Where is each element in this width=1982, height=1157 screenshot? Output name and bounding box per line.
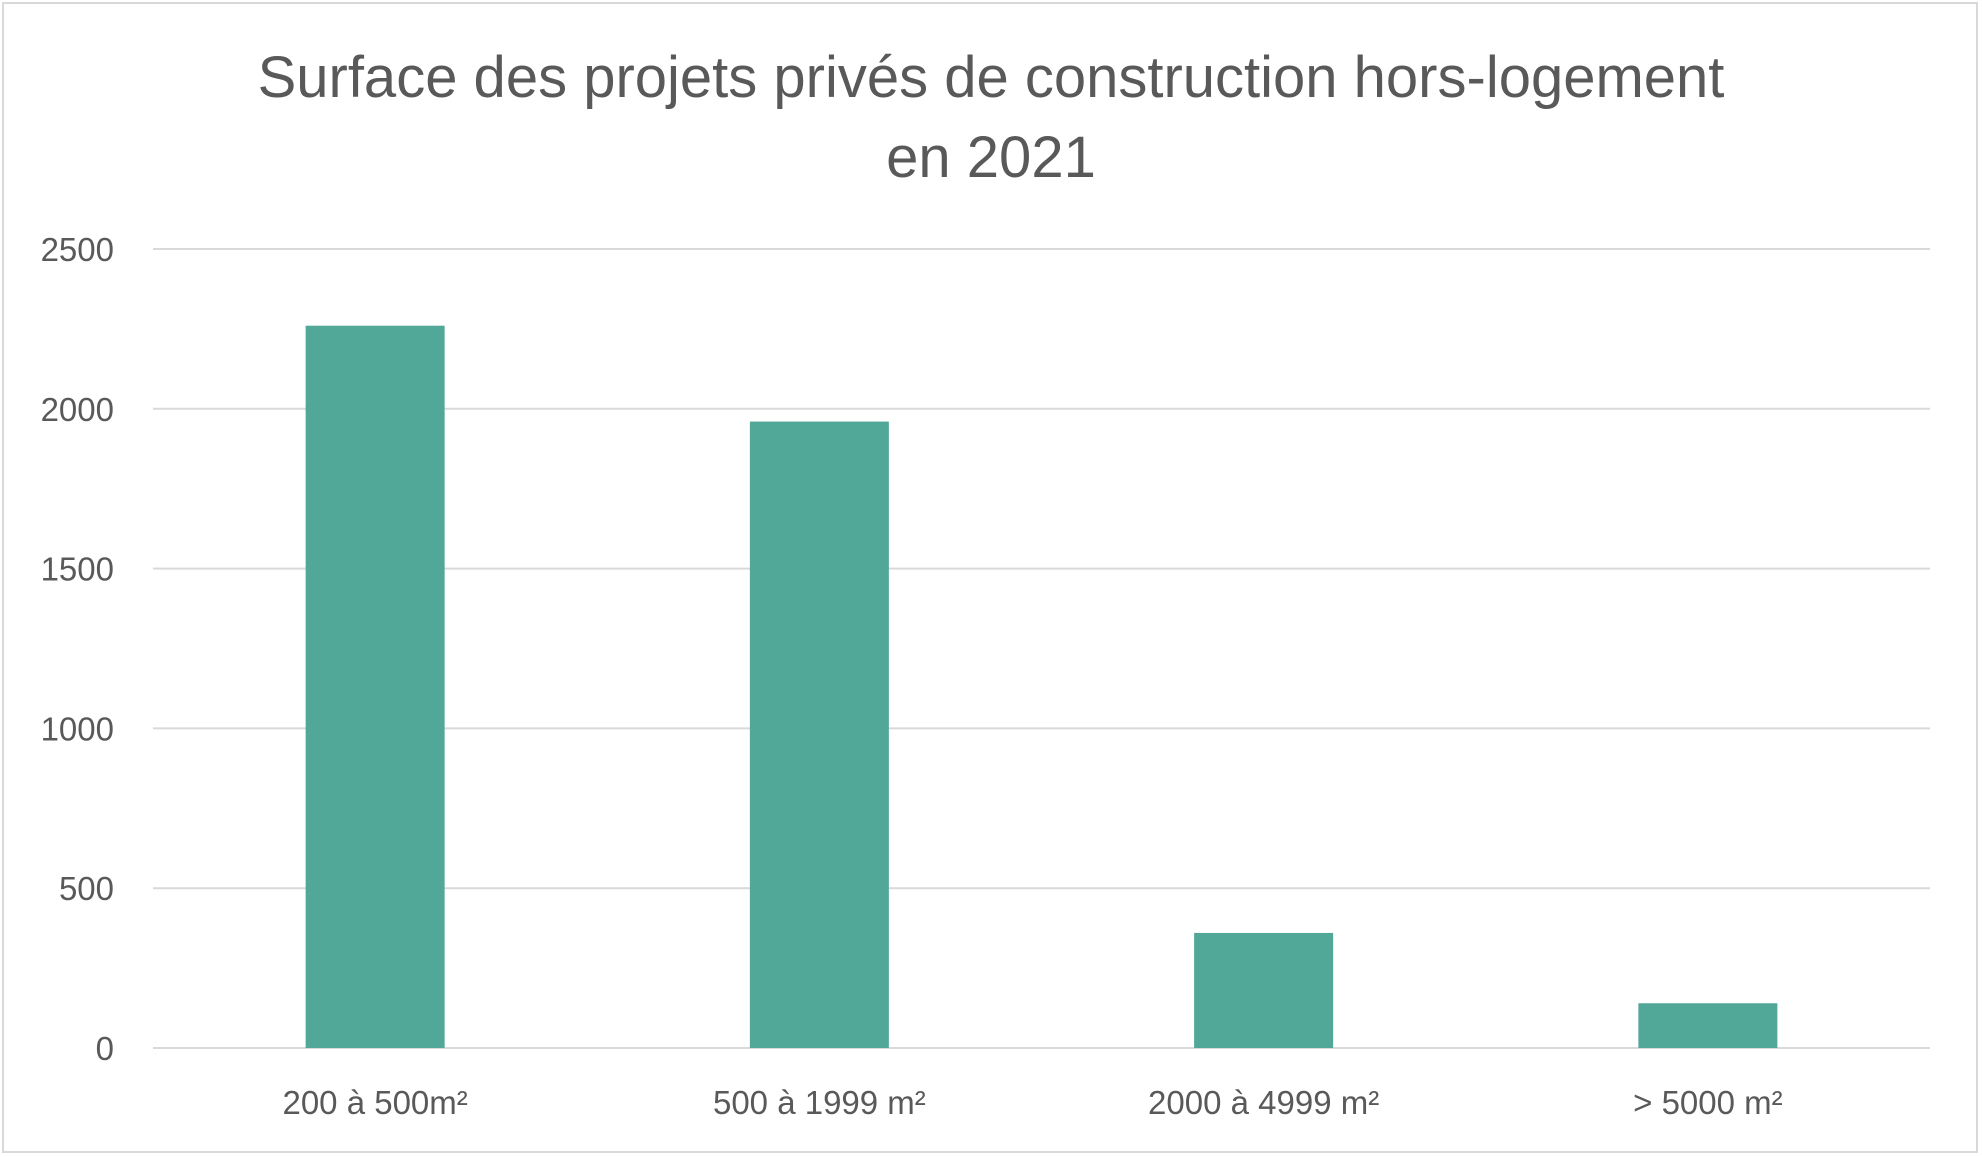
- x-tick-label: 200 à 500m²: [282, 1084, 467, 1121]
- y-tick-label: 1500: [41, 551, 114, 588]
- chart-title-line-2: en 2021: [886, 125, 1096, 190]
- bars: [305, 325, 1778, 1049]
- x-axis-tick-labels: 200 à 500m² 500 à 1999 m² 2000 à 4999 m² > …: [282, 1084, 1782, 1121]
- gridlines: [153, 248, 1930, 1049]
- y-tick-label: 1000: [41, 710, 114, 747]
- y-tick-label: 500: [59, 870, 114, 907]
- y-tick-label: 2000: [41, 391, 114, 428]
- y-tick-label: 2500: [41, 231, 114, 268]
- bar-3: [1194, 932, 1334, 1048]
- bar-2: [749, 421, 889, 1049]
- chart-title: Surface des projets privés de constructi…: [0, 38, 1982, 198]
- x-tick-label: > 5000 m²: [1633, 1084, 1783, 1121]
- bar-1: [305, 325, 445, 1049]
- bar-4: [1638, 1003, 1778, 1048]
- chart-title-line-1: Surface des projets privés de constructi…: [257, 45, 1725, 110]
- y-axis-tick-labels: 0 500 1000 1500 2000 2500: [41, 231, 114, 1067]
- x-tick-label: 500 à 1999 m²: [713, 1084, 926, 1121]
- y-tick-label: 0: [96, 1030, 114, 1067]
- x-tick-label: 2000 à 4999 m²: [1148, 1084, 1379, 1121]
